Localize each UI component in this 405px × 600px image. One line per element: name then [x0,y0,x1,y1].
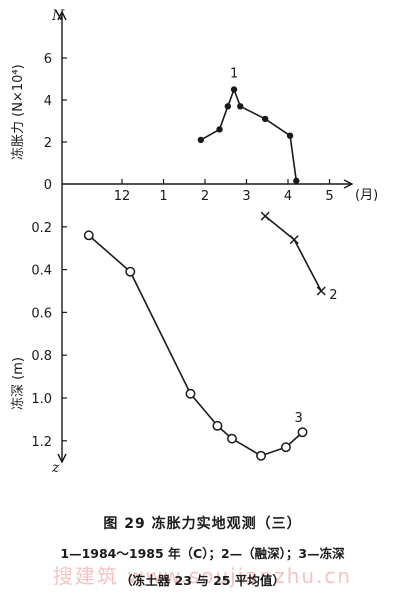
series-2-point [289,235,299,245]
series-1-line [200,87,298,181]
series-1-point [224,103,232,110]
x-axis-arrow [343,179,354,189]
top-y-tick-label: 6 [44,52,52,67]
series-2-point [316,286,326,296]
series-2-point-stroke [260,211,270,221]
series-2-line [264,215,322,292]
bottom-y-tick-label: 0.4 [31,264,52,279]
y-axis-arrow-down [57,453,67,464]
top-y-tick-label: 2 [44,136,52,151]
figure-caption-note: （冻土器 23 与 25 平均值） [120,573,285,588]
series-3-point [297,427,308,438]
x-tick-label: 3 [242,189,250,204]
bottom-y-axis-letter: z [51,460,60,476]
series-1-point [293,177,300,185]
bottom-y-axis-label: 冻深 (m) [10,357,26,410]
series-3-point [83,230,94,241]
y-axis-arrow-up [57,10,67,21]
x-axis-unit: (月) [355,188,378,203]
x-tick-label: 4 [284,189,292,204]
x-tick-label: 1 [159,189,167,204]
figure-caption-legend: 1—1984～1985 年（C）；2—（融深）；3—冻深 [60,546,345,561]
top-y-axis-label: 冻胀力 (N×10⁴) [10,64,26,160]
series-2-point [260,211,270,221]
series-3-point [280,442,291,453]
top-y-axis-letter: N [51,8,65,24]
series-2-label: 2 [329,288,337,303]
series-layer: 123 [83,67,337,461]
bottom-y-tick-label: 0.2 [31,221,52,236]
x-tick-label: 5 [325,189,333,204]
series-1-label: 1 [230,67,238,82]
labels-layer: N z 冻胀力 (N×10⁴) 冻深 (m) (月) [10,8,378,476]
series-1-point [216,126,223,133]
bottom-y-tick-label: 1.2 [31,435,52,450]
series-3-line [88,234,304,457]
series-1-point [237,103,244,110]
series-3-point [212,420,223,431]
bottom-y-tick-label: 0.6 [31,306,52,321]
series-1-point [230,86,238,93]
series-2-point-stroke [289,235,299,245]
series-3-point [256,450,266,461]
series-1-point [261,115,269,123]
series-1-point [286,132,294,139]
top-y-tick-label: 0 [44,178,52,193]
x-tick-label: 2 [201,189,209,204]
series-3-point [125,266,136,277]
bottom-y-tick-label: 0.8 [31,349,52,364]
series-3-point [227,433,237,444]
figure-caption-title: 图 29 冻胀力实地观测（三） [103,516,302,532]
series-3-point [185,388,196,399]
x-tick-label: 12 [114,189,131,204]
series-2-point-stroke [316,286,326,296]
top-y-tick-label: 4 [44,94,52,109]
bottom-y-tick-label: 1.0 [31,392,52,407]
series-3-label: 3 [295,411,303,426]
series-1-point [197,136,205,144]
